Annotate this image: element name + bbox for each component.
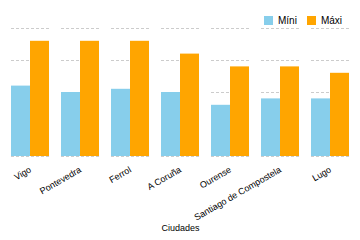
svg-text:Lugo: Lugo bbox=[311, 165, 333, 184]
svg-text:Ciudades: Ciudades bbox=[161, 223, 200, 233]
svg-text:Santiago de Compostela: Santiago de Compostela bbox=[193, 165, 283, 223]
svg-text:Ferrol: Ferrol bbox=[108, 165, 133, 185]
svg-text:Ourense: Ourense bbox=[198, 165, 233, 191]
svg-text:Vigo: Vigo bbox=[12, 165, 32, 183]
svg-text:A Coruña: A Coruña bbox=[145, 165, 183, 192]
html-text:Míni: Míni bbox=[278, 15, 297, 26]
html-text:Máxi: Máxi bbox=[320, 15, 342, 26]
svg-text:Pontevedra: Pontevedra bbox=[38, 165, 83, 197]
